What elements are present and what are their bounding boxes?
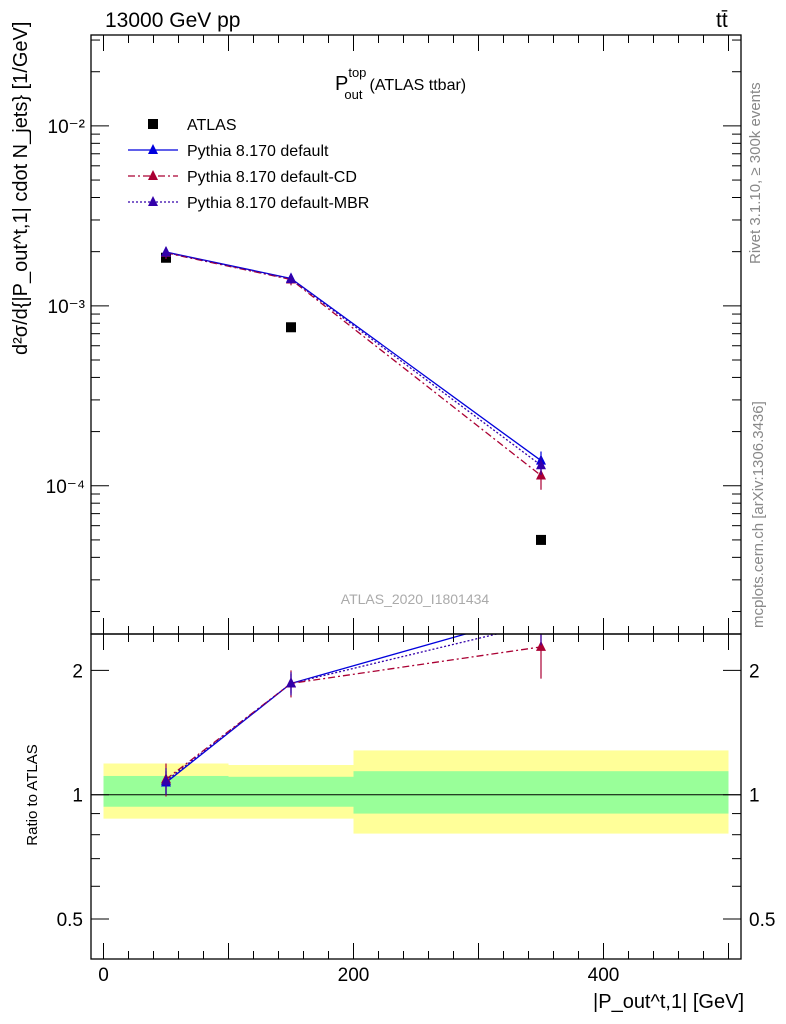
legend-label: ATLAS xyxy=(187,117,237,134)
series-line xyxy=(165,251,542,466)
data-point xyxy=(536,459,546,470)
main-title: Ptop out(ATLAS ttbar) xyxy=(335,65,466,102)
series-atlas xyxy=(161,252,546,545)
uncertainty-band-inner xyxy=(353,771,729,814)
legend: ATLAS Pythia 8.170 default Pythia 8.170 de… xyxy=(128,117,369,212)
legend-marker xyxy=(148,119,158,129)
legend-marker xyxy=(148,144,158,154)
data-point xyxy=(161,246,171,257)
main-y-axis-label: d²σ/d{|P_out^t,1| cdot N_jets} [1/GeV] xyxy=(10,22,32,355)
ratio-frame xyxy=(90,633,742,960)
main-panel: 10⁻⁴ 10⁻³ 10⁻² Ptop out(ATLAS ttbar) ATLAS_… xyxy=(10,22,742,635)
y-tick-label: 10⁻³ xyxy=(48,297,86,318)
legend-label: Pythia 8.170 default-MBR xyxy=(187,195,369,212)
data-point xyxy=(286,322,296,333)
ratio-series-pythia-8-170-default-mbr xyxy=(161,617,546,795)
ratio-data-point xyxy=(536,617,546,627)
ratio-y-tick-label-right: 1 xyxy=(749,786,760,807)
data-point xyxy=(286,272,296,283)
ratio-series-line xyxy=(165,634,500,782)
analysis-label: ATLAS_2020_I1801434 xyxy=(341,591,490,607)
legend-label: Pythia 8.170 default xyxy=(187,143,329,160)
ratio-data-point xyxy=(536,640,546,651)
ratio-y-axis-label: Ratio to ATLAS xyxy=(24,744,41,845)
y-tick-label: 10⁻² xyxy=(48,117,86,138)
ratio-panel: 0.5 0.5 1 1 2 2 0 200 400 Ratio to ATLAS |P_out^… xyxy=(24,607,775,1013)
ratio-y-tick-label: 0.5 xyxy=(57,910,83,931)
ratio-y-tick-label: 1 xyxy=(72,786,83,807)
ratio-y-tick-label-right: 0.5 xyxy=(749,910,775,931)
ratio-y-tick-label-right: 2 xyxy=(749,661,760,682)
ratio-data-point xyxy=(161,774,171,785)
uncertainty-band-inner xyxy=(228,776,354,807)
series-line xyxy=(165,252,542,477)
legend-label: Pythia 8.170 default-CD xyxy=(187,169,357,186)
mcplots-label: mcplots.cern.ch [arXiv:1306.3436] xyxy=(750,401,767,628)
x-axis-label: |P_out^t,1| [GeV] xyxy=(593,991,744,1013)
x-tick-label: 0 xyxy=(98,965,109,986)
rivet-label: Rivet 3.1.10, ≥ 300k events xyxy=(747,82,764,264)
series-pythia-8-170-default xyxy=(161,246,546,471)
series-line xyxy=(165,251,542,462)
process-label: tt̄ xyxy=(716,9,728,32)
legend-marker xyxy=(148,196,158,206)
y-tick-label: 10⁻⁴ xyxy=(46,477,85,498)
series-pythia-8-170-default-cd xyxy=(161,246,546,490)
x-tick-label: 400 xyxy=(588,965,620,986)
x-tick-label: 200 xyxy=(338,965,370,986)
legend-marker xyxy=(148,170,158,180)
energy-label: 13000 GeV pp xyxy=(105,9,240,32)
ratio-y-tick-label: 2 xyxy=(72,661,83,682)
data-point xyxy=(536,534,546,545)
ratio-series-line xyxy=(165,646,542,780)
series-pythia-8-170-default-mbr xyxy=(161,246,546,475)
ratio-data-point xyxy=(536,607,546,617)
ratio-data-point xyxy=(286,677,296,688)
